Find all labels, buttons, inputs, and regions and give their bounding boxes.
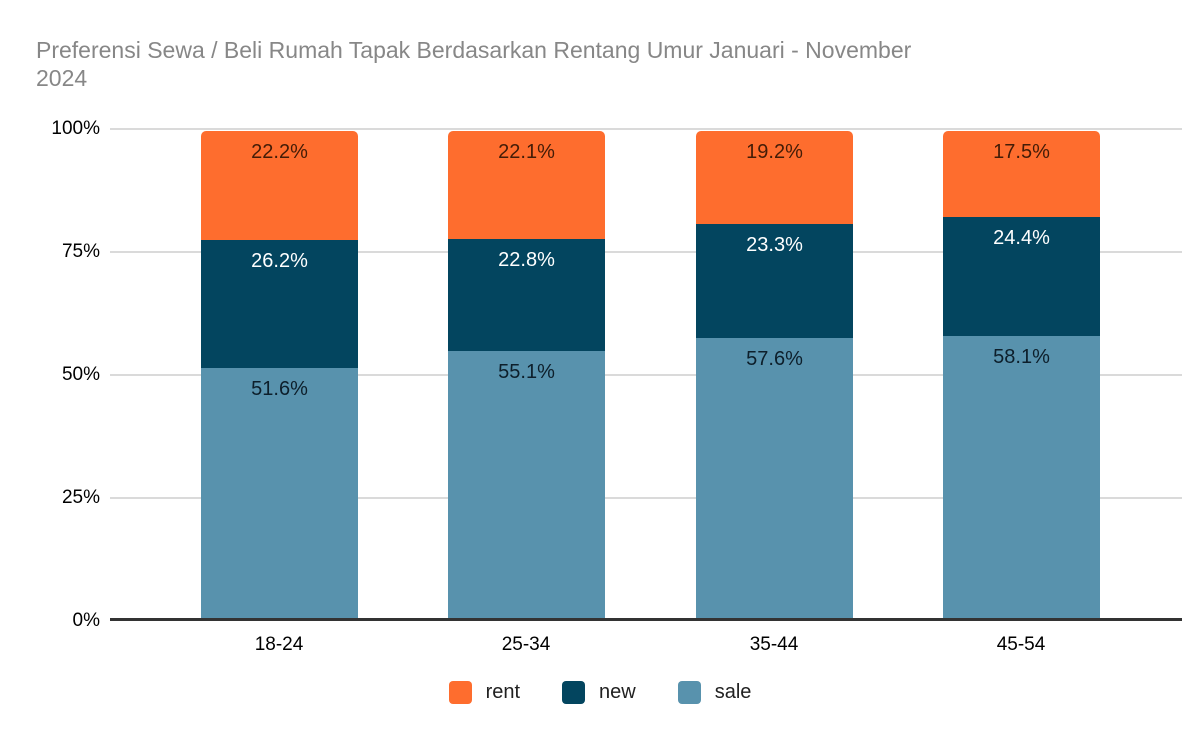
bar-segment-new-35-44[interactable]: 23.3% [696,224,853,339]
bar-segment-label: 58.1% [993,345,1050,368]
x-axis-label-18-24: 18-24 [254,634,304,655]
bar-18-24: 22.2% 26.2% 51.6% [201,131,358,620]
bar-segment-label: 22.8% [498,249,555,272]
bar-25-34: 22.1% 22.8% 55.1% [448,131,605,620]
chart-title-line2: 2024 [36,65,88,91]
bar-segment-label: 24.4% [993,226,1050,249]
x-axis-baseline [110,618,1182,621]
legend-swatch-icon [448,680,472,704]
legend-swatch-icon [677,680,701,704]
x-axis-label-45-54: 45-54 [996,634,1046,655]
bar-segment-label: 23.3% [746,234,803,257]
bar-segment-label: 57.6% [746,348,803,371]
bar-segment-label: 17.5% [993,141,1050,163]
bar-segment-label: 55.1% [498,360,555,383]
bar-segment-rent-45-54[interactable]: 17.5% [943,131,1100,217]
bar-segment-rent-18-24[interactable]: 22.2% [201,131,358,240]
x-axis-label-35-44: 35-44 [749,634,799,655]
gridline-50% [110,374,1182,376]
legend: rent new sale [0,676,1200,708]
plot-area: 22.2% 26.2% 51.6% 22.1% 22.8% 55.1% 19.2% 23.3%… [110,128,1182,621]
bar-segment-sale-25-34[interactable]: 55.1% [448,350,605,620]
bar-segment-sale-18-24[interactable]: 51.6% [201,367,358,620]
bar-segment-rent-35-44[interactable]: 19.2% [696,130,853,225]
chart-title: Preferensi Sewa / Beli Rumah Tapak Berda… [36,36,1166,92]
bar-segment-label: 51.6% [251,377,308,400]
bar-segment-label: 19.2% [746,140,803,163]
bar-segment-rent-25-34[interactable]: 22.1% [448,131,605,240]
bar-segment-sale-35-44[interactable]: 57.6% [696,338,853,620]
bar-segment-label: 22.1% [498,141,555,163]
y-axis-label: 75% [61,241,100,262]
y-axis-label: 50% [61,364,100,385]
x-axis: 18-24 25-34 35-44 45-54 [110,634,1182,660]
chart-title-line1: Preferensi Sewa / Beli Rumah Tapak Berda… [36,37,912,63]
bar-segment-new-18-24[interactable]: 26.2% [201,239,358,368]
bar-segment-new-45-54[interactable]: 24.4% [943,216,1100,336]
legend-item-sale[interactable]: sale [677,680,752,704]
legend-swatch-icon [562,680,586,704]
bar-45-54: 17.5% 24.4% 58.1% [943,131,1100,620]
bar-35-44: 19.2% 23.3% 57.6% [696,130,853,621]
gridline-100% [110,128,1182,130]
bar-segment-label: 26.2% [251,249,308,272]
legend-item-new[interactable]: new [562,680,636,704]
bar-segment-label: 22.2% [251,141,308,163]
bar-segment-new-25-34[interactable]: 22.8% [448,239,605,351]
legend-label: new [599,680,636,703]
gridline-75% [110,251,1182,253]
y-axis: 0% 25% 50% 75% 100% [0,118,100,631]
y-axis-label: 0% [72,610,100,631]
legend-item-rent[interactable]: rent [448,680,521,704]
y-axis-label: 25% [61,487,100,508]
y-axis-label: 100% [51,118,100,139]
legend-label: rent [485,680,521,703]
bar-segment-sale-45-54[interactable]: 58.1% [943,335,1100,620]
gridline-25% [110,497,1182,499]
legend-label: sale [714,680,752,703]
x-axis-label-25-34: 25-34 [501,634,551,655]
